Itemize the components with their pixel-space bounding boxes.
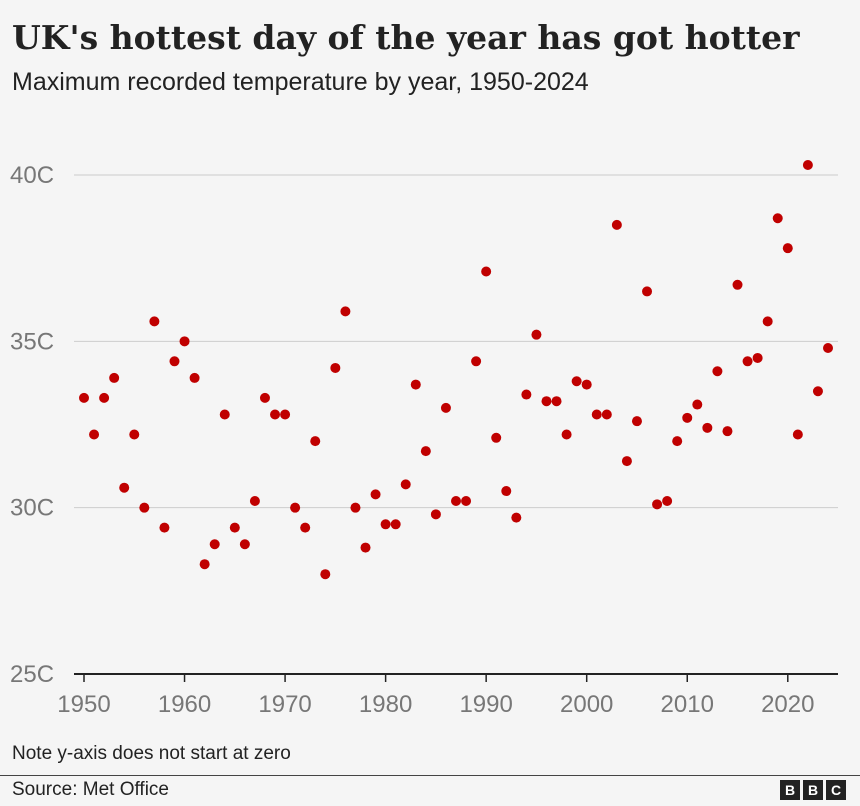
data-point — [79, 392, 89, 403]
data-point — [370, 489, 381, 500]
data-point — [782, 243, 793, 254]
data-point — [400, 479, 411, 490]
data-point — [149, 316, 160, 327]
data-point — [642, 286, 653, 297]
footer-divider — [0, 775, 860, 776]
data-point — [451, 496, 461, 507]
data-point — [259, 392, 270, 403]
data-point — [410, 379, 421, 390]
chart-title: UK's hottest day of the year has got hot… — [12, 18, 800, 57]
data-point — [812, 386, 823, 397]
data-point — [571, 376, 582, 387]
data-point — [159, 522, 170, 533]
data-point — [139, 502, 150, 513]
data-point — [732, 279, 743, 290]
data-point — [672, 436, 683, 447]
data-point — [99, 392, 110, 403]
data-point — [521, 389, 532, 400]
x-tick-label: 1950 — [57, 691, 110, 718]
data-point — [89, 429, 100, 440]
data-point — [752, 352, 763, 363]
data-point — [772, 213, 783, 224]
data-point — [551, 396, 562, 407]
x-tick-label: 1970 — [258, 691, 311, 718]
data-point — [702, 422, 713, 433]
data-point — [531, 329, 542, 340]
data-point — [581, 379, 592, 390]
x-tick-label: 1990 — [459, 691, 512, 718]
data-point — [340, 306, 351, 317]
data-point — [119, 482, 130, 493]
x-tick-label: 1960 — [158, 691, 211, 718]
data-point — [239, 539, 250, 550]
data-point — [682, 412, 693, 423]
data-point — [109, 372, 120, 383]
data-point — [440, 402, 451, 413]
data-point — [742, 356, 753, 367]
data-point — [511, 512, 522, 523]
data-point — [350, 502, 361, 513]
data-point — [360, 542, 371, 553]
data-point — [380, 519, 391, 530]
data-point — [652, 499, 663, 510]
data-point — [129, 429, 140, 440]
x-tick-label: 2010 — [661, 691, 714, 718]
data-point — [621, 456, 632, 467]
data-point — [199, 559, 210, 570]
y-tick-label: 25C — [10, 661, 54, 688]
data-point — [662, 496, 673, 507]
data-point — [792, 429, 803, 440]
bbc-logo-letter: B — [803, 780, 823, 800]
scatter-chart: 25C 30C 35C 40C 1950 1960 1970 1980 1990 2000 2010… — [10, 160, 838, 718]
data-point — [601, 409, 612, 420]
x-tick-label: 1980 — [359, 691, 412, 718]
data-point — [471, 356, 482, 367]
data-point — [591, 409, 602, 420]
y-tick-label: 35C — [10, 328, 54, 355]
x-tick-label: 2000 — [560, 691, 613, 718]
data-point — [430, 509, 441, 520]
data-point — [823, 342, 833, 353]
data-point — [611, 219, 622, 230]
data-point — [541, 396, 552, 407]
data-point — [631, 416, 642, 427]
data-point — [290, 502, 301, 513]
data-point — [310, 436, 321, 447]
data-point — [501, 486, 512, 497]
bbc-logo-letter: C — [826, 780, 846, 800]
chart-subtitle: Maximum recorded temperature by year, 19… — [12, 68, 589, 96]
y-tick-label: 30C — [10, 495, 54, 522]
data-point — [270, 409, 281, 420]
data-point — [320, 569, 331, 580]
data-point — [722, 426, 733, 437]
data-point — [219, 409, 230, 420]
data-point — [249, 496, 260, 507]
data-point — [229, 522, 240, 533]
data-point — [802, 160, 813, 171]
data-point — [209, 539, 220, 550]
data-point — [179, 336, 190, 347]
data-point — [712, 366, 723, 377]
data-point — [762, 316, 773, 327]
y-tick-label: 40C — [10, 162, 54, 189]
data-point — [692, 399, 703, 410]
data-point — [390, 519, 401, 530]
data-point — [481, 266, 492, 277]
data-point — [169, 356, 180, 367]
data-point — [461, 496, 472, 507]
data-point — [561, 429, 572, 440]
source-text: Source: Met Office — [12, 779, 169, 800]
data-point — [300, 522, 311, 533]
bbc-logo: B B C — [780, 780, 846, 800]
data-point — [189, 372, 200, 383]
x-tick-label: 2020 — [761, 691, 814, 718]
axis-note: Note y-axis does not start at zero — [12, 743, 291, 764]
data-point — [330, 362, 341, 373]
data-point — [420, 446, 431, 457]
data-point — [280, 409, 291, 420]
bbc-logo-letter: B — [780, 780, 800, 800]
data-point — [491, 432, 502, 443]
